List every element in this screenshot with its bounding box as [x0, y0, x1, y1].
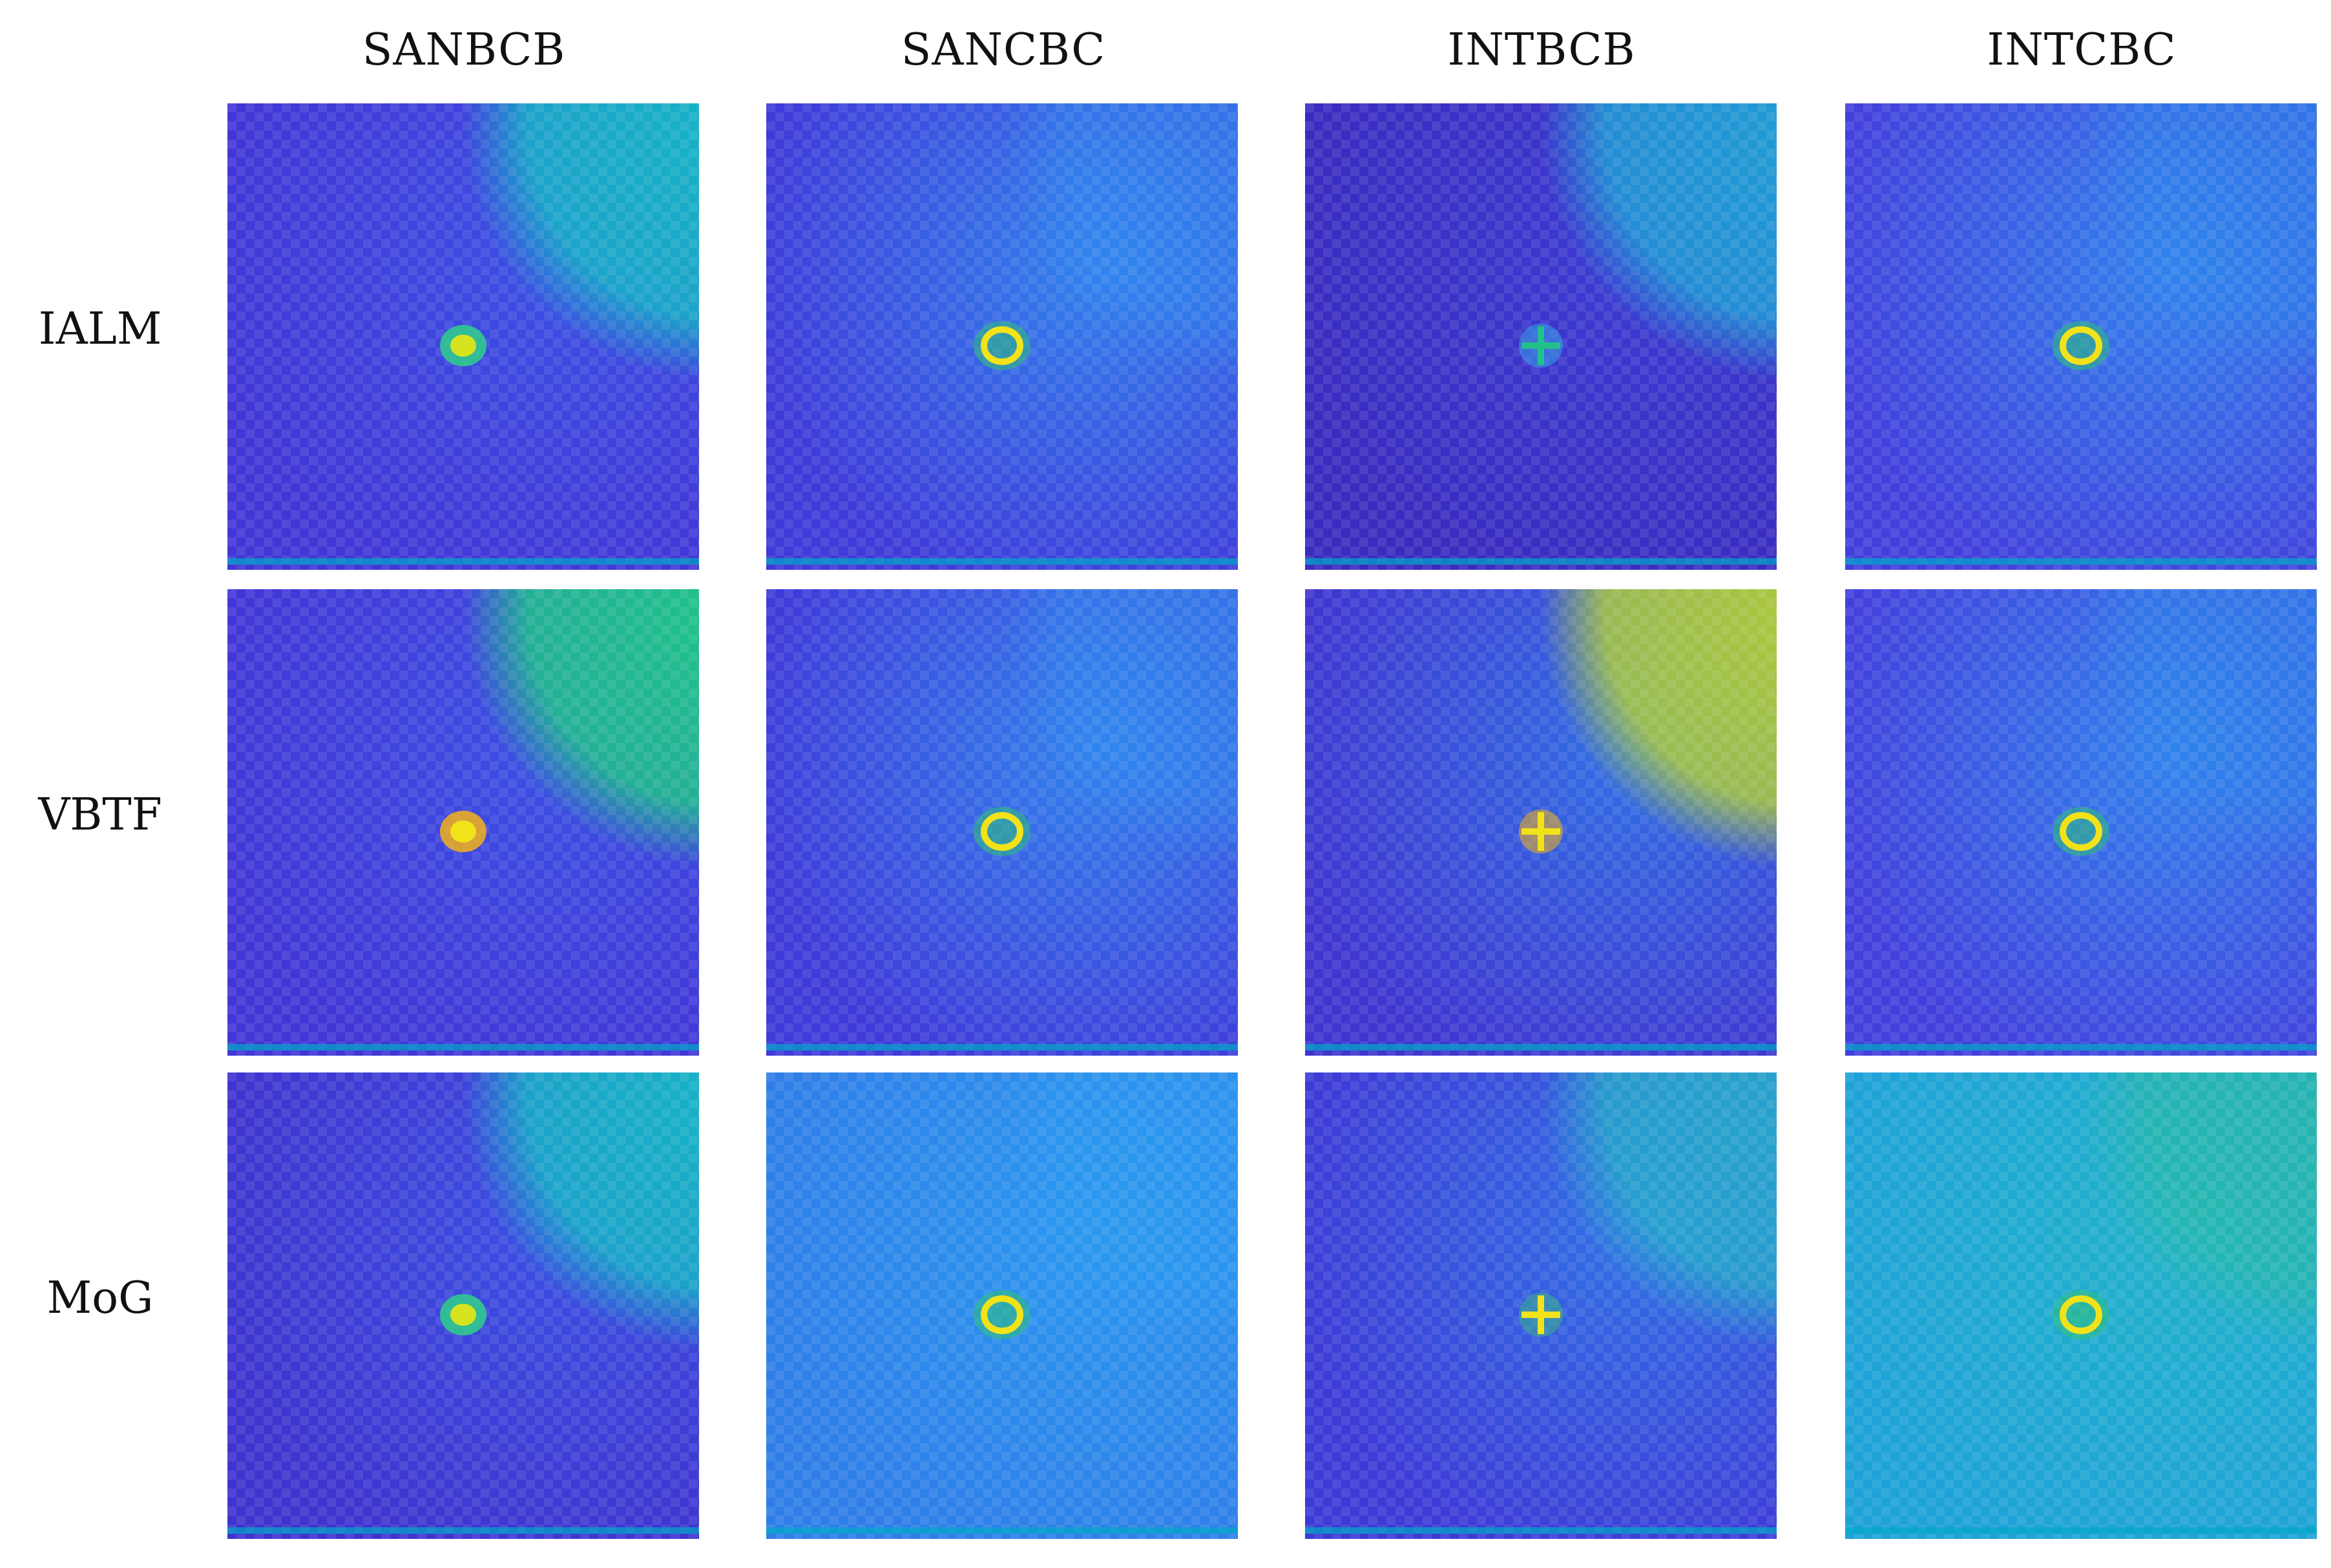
- defect-ring: [974, 1290, 1030, 1339]
- thermal-panel-sancbc-ialm: [766, 103, 1238, 570]
- defect-ring: [2053, 321, 2109, 370]
- panel-edge-strip: [766, 558, 1238, 565]
- column-label-intbcb: INTBCB: [1447, 25, 1636, 76]
- thermal-panel-intbcb-mog: [1305, 1072, 1777, 1539]
- panel-edge-strip: [227, 558, 699, 565]
- thermal-panel-sancbc-mog: [766, 1072, 1238, 1539]
- row-label-vbtf: VBTF: [38, 789, 162, 841]
- panel-edge-strip: [1305, 558, 1777, 565]
- thermal-panel-sanbcb-vbtf: [227, 589, 699, 1056]
- defect-blob: [440, 1294, 486, 1335]
- panel-edge-strip: [1305, 1527, 1777, 1534]
- defect-blob: [440, 325, 486, 366]
- panel-edge-strip: [766, 1044, 1238, 1051]
- thermal-panel-intcbc-vbtf: [1845, 589, 2317, 1056]
- column-label-sanbcb: SANBCB: [362, 25, 566, 76]
- defect-ring: [974, 321, 1030, 370]
- row-label-mog: MoG: [47, 1273, 154, 1324]
- thermal-panel-sancbc-vbtf: [766, 589, 1238, 1056]
- thermal-panel-intcbc-mog: [1845, 1072, 2317, 1539]
- column-label-sancbc: SANCBC: [901, 25, 1106, 76]
- defect-ring: [2053, 807, 2109, 856]
- panel-edge-strip: [1845, 1044, 2317, 1051]
- column-label-intcbc: INTCBC: [1987, 25, 2177, 76]
- thermal-panel-intcbc-ialm: [1845, 103, 2317, 570]
- defect-cross: [1519, 324, 1563, 368]
- panel-edge-strip: [766, 1527, 1238, 1534]
- panel-edge-strip: [1305, 1044, 1777, 1051]
- defect-ring: [974, 807, 1030, 856]
- thermal-panel-sanbcb-mog: [227, 1072, 699, 1539]
- thermal-panel-intbcb-ialm: [1305, 103, 1777, 570]
- panel-edge-strip: [1845, 558, 2317, 565]
- thermal-panel-sanbcb-ialm: [227, 103, 699, 570]
- defect-cross: [1519, 810, 1563, 853]
- row-label-ialm: IALM: [38, 304, 162, 355]
- panel-edge-strip: [1845, 1527, 2317, 1534]
- defect-blob: [440, 811, 486, 852]
- defect-cross: [1519, 1293, 1563, 1337]
- panel-edge-strip: [227, 1527, 699, 1534]
- thermal-panel-intbcb-vbtf: [1305, 589, 1777, 1056]
- defect-ring: [2053, 1290, 2109, 1339]
- panel-edge-strip: [227, 1044, 699, 1051]
